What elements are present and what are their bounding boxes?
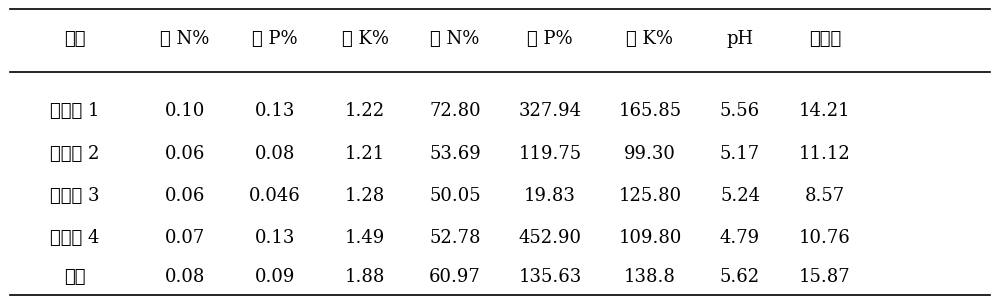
Text: 1.28: 1.28 [345,187,385,205]
Text: 99.30: 99.30 [624,144,676,163]
Text: 速 K%: 速 K% [626,30,674,48]
Text: 138.8: 138.8 [624,268,676,286]
Text: 0.046: 0.046 [249,187,301,205]
Text: 327.94: 327.94 [518,102,582,120]
Text: 72.80: 72.80 [429,102,481,120]
Text: 135.63: 135.63 [518,268,582,286]
Text: 0.08: 0.08 [165,268,205,286]
Text: 速 N%: 速 N% [430,30,480,48]
Text: 165.85: 165.85 [618,102,682,120]
Text: 11.12: 11.12 [799,144,851,163]
Text: 速 P%: 速 P% [527,30,573,48]
Text: 52.78: 52.78 [429,229,481,247]
Text: 50.05: 50.05 [429,187,481,205]
Text: 组别: 组别 [64,30,86,48]
Text: 5.17: 5.17 [720,144,760,163]
Text: 0.08: 0.08 [255,144,295,163]
Text: 53.69: 53.69 [429,144,481,163]
Text: 5.56: 5.56 [720,102,760,120]
Text: 全 N%: 全 N% [160,30,210,48]
Text: 452.90: 452.90 [518,229,582,247]
Text: 1.88: 1.88 [345,268,385,286]
Text: 10.76: 10.76 [799,229,851,247]
Text: 1.21: 1.21 [345,144,385,163]
Text: 1.49: 1.49 [345,229,385,247]
Text: 0.06: 0.06 [165,144,205,163]
Text: 14.21: 14.21 [799,102,851,120]
Text: 空白: 空白 [64,268,86,286]
Text: 5.24: 5.24 [720,187,760,205]
Text: 0.13: 0.13 [255,229,295,247]
Text: 实施例 3: 实施例 3 [50,187,100,205]
Text: 0.13: 0.13 [255,102,295,120]
Text: 实施例 2: 实施例 2 [50,144,100,163]
Text: 5.62: 5.62 [720,268,760,286]
Text: 0.10: 0.10 [165,102,205,120]
Text: 全 K%: 全 K% [342,30,388,48]
Text: 19.83: 19.83 [524,187,576,205]
Text: 0.06: 0.06 [165,187,205,205]
Text: pH: pH [726,30,754,48]
Text: 0.07: 0.07 [165,229,205,247]
Text: 119.75: 119.75 [518,144,582,163]
Text: 0.09: 0.09 [255,268,295,286]
Text: 有机质: 有机质 [809,30,841,48]
Text: 4.79: 4.79 [720,229,760,247]
Text: 实施例 4: 实施例 4 [50,229,100,247]
Text: 8.57: 8.57 [805,187,845,205]
Text: 实施例 1: 实施例 1 [50,102,100,120]
Text: 全 P%: 全 P% [252,30,298,48]
Text: 1.22: 1.22 [345,102,385,120]
Text: 125.80: 125.80 [618,187,682,205]
Text: 15.87: 15.87 [799,268,851,286]
Text: 109.80: 109.80 [618,229,682,247]
Text: 60.97: 60.97 [429,268,481,286]
